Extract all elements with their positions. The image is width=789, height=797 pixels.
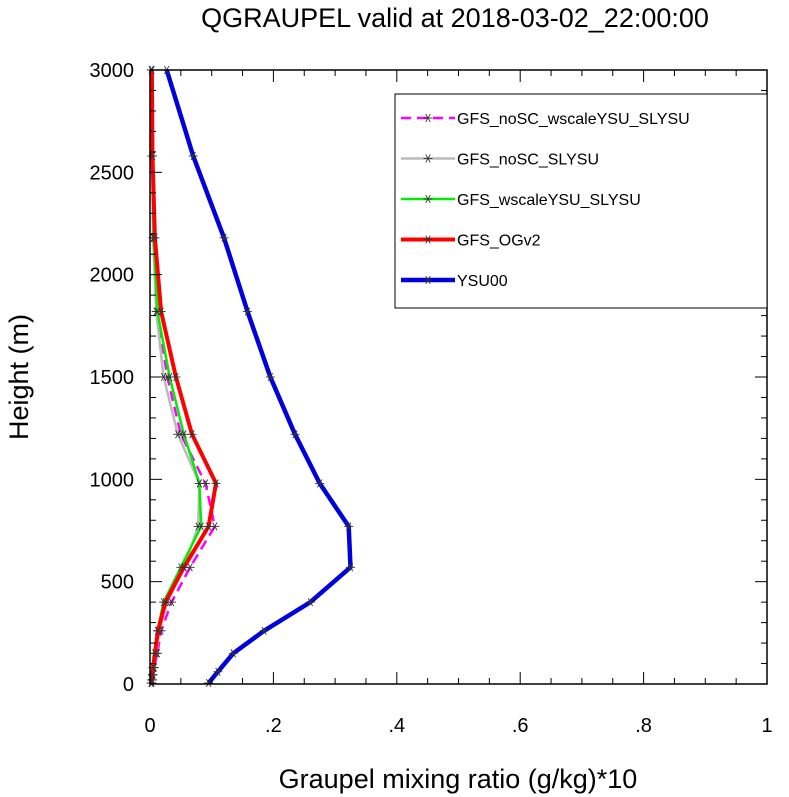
legend-label: GFS_OGv2 bbox=[457, 233, 541, 250]
data-point bbox=[187, 430, 197, 439]
y-tick-label: 2500 bbox=[90, 162, 135, 184]
series-line bbox=[164, 69, 353, 685]
data-point bbox=[160, 597, 170, 607]
data-point bbox=[150, 649, 160, 658]
data-point bbox=[194, 479, 204, 488]
data-point bbox=[171, 372, 181, 382]
data-point bbox=[346, 563, 356, 572]
x-tick-label: 0 bbox=[144, 715, 155, 737]
data-point bbox=[242, 307, 252, 316]
y-tick-label: 0 bbox=[123, 674, 134, 696]
legend-label: GFS_noSC_wscaleYSU_SLYSU bbox=[457, 111, 690, 128]
x-tick-label: .6 bbox=[512, 715, 529, 737]
data-point bbox=[211, 479, 221, 488]
series-GFS_noSC_wscaleYSU_SLYSU bbox=[147, 65, 220, 688]
data-point bbox=[228, 649, 238, 658]
data-point bbox=[156, 307, 166, 316]
y-tick-label: 500 bbox=[101, 572, 134, 594]
series-GFS_OGv2 bbox=[146, 65, 221, 688]
data-point bbox=[204, 522, 214, 531]
legend-item: GFS_OGv2 bbox=[401, 233, 541, 250]
plot-area bbox=[146, 65, 356, 688]
data-point bbox=[179, 563, 189, 572]
y-tick-label: 1500 bbox=[90, 367, 135, 389]
legend-marker bbox=[423, 235, 433, 244]
data-point bbox=[153, 626, 163, 635]
legend-item: GFS_wscaleYSU_SLYSU bbox=[401, 192, 641, 209]
data-point bbox=[344, 522, 354, 531]
x-tick-label: 1 bbox=[761, 715, 772, 737]
legend-item: GFS_noSC_SLYSU bbox=[401, 152, 599, 169]
y-tick-label: 3000 bbox=[90, 60, 135, 82]
legend-label: GFS_noSC_SLYSU bbox=[457, 152, 599, 169]
chart-title: QGRAUPEL valid at 2018-03-02_22:00:00 bbox=[201, 3, 709, 33]
y-axis-label: Height (m) bbox=[4, 314, 34, 440]
x-tick-label: .2 bbox=[265, 715, 282, 737]
legend-label: GFS_wscaleYSU_SLYSU bbox=[457, 192, 641, 209]
axis-ticks: 0 .2 .4 .6 .8 1 0 500 1000 1500 2000 2500 3000 bbox=[90, 60, 773, 737]
legend-item: YSU00 bbox=[401, 273, 508, 290]
data-point bbox=[213, 667, 223, 676]
legend-label: YSU00 bbox=[457, 273, 508, 290]
series-YSU00 bbox=[162, 65, 356, 688]
data-point bbox=[305, 597, 315, 607]
legend-marker bbox=[423, 154, 433, 163]
data-point bbox=[179, 430, 189, 439]
legend-marker bbox=[423, 194, 433, 204]
legend-marker bbox=[423, 113, 433, 123]
data-point bbox=[219, 233, 229, 242]
x-axis-label: Graupel mixing ratio (g/kg)*10 bbox=[279, 764, 638, 794]
legend-box bbox=[394, 93, 768, 309]
data-point bbox=[188, 151, 198, 161]
data-point bbox=[315, 479, 325, 488]
y-tick-label: 1000 bbox=[90, 469, 135, 491]
data-point bbox=[290, 430, 300, 439]
legend: GFS_noSC_wscaleYSU_SLYSU GFS_noSC_SLYSU GF… bbox=[394, 93, 768, 309]
legend-item: GFS_noSC_wscaleYSU_SLYSU bbox=[401, 111, 690, 128]
legend-marker bbox=[423, 275, 433, 285]
x-tick-label: .4 bbox=[388, 715, 405, 737]
x-tick-label: .8 bbox=[635, 715, 652, 737]
data-point bbox=[259, 626, 269, 635]
y-tick-label: 2000 bbox=[90, 265, 135, 287]
data-point bbox=[265, 372, 275, 382]
data-point bbox=[150, 233, 160, 242]
series-line bbox=[150, 69, 217, 684]
